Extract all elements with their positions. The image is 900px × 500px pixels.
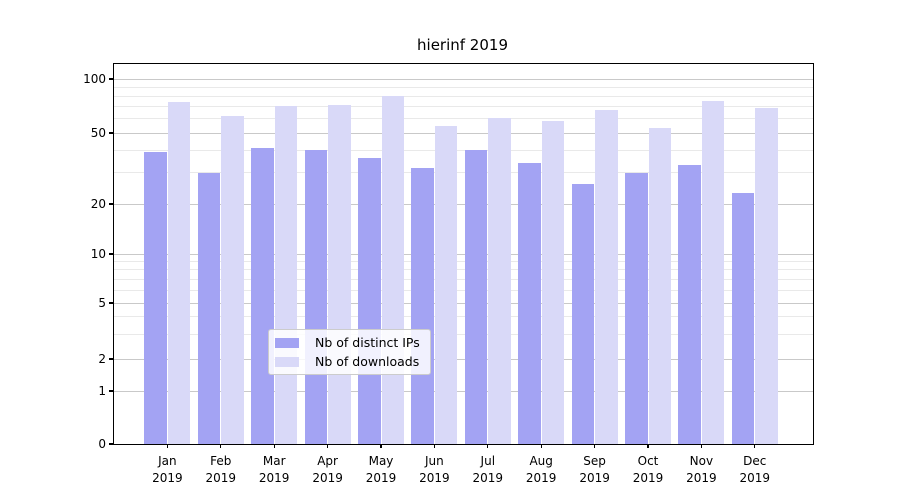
bar-downloads (167, 102, 191, 444)
y-axis-tick (109, 203, 113, 205)
bar-downloads (328, 104, 351, 444)
x-axis-tick-label: Apr 2019 (312, 454, 343, 485)
x-axis-tick-label: Nov 2019 (686, 454, 717, 485)
y-axis-tick-label: 2 (98, 352, 106, 366)
y-axis-tick-label: 0 (98, 437, 106, 451)
bar-distinct-ips (358, 158, 381, 444)
legend-item-downloads: Nb of downloads (275, 354, 420, 369)
y-axis-tick-label: 1 (98, 384, 106, 398)
bar-distinct-ips (197, 172, 221, 444)
bar-distinct-ips (518, 162, 541, 444)
x-axis-tick-label: Oct 2019 (632, 454, 664, 485)
gridline-minor (114, 106, 813, 108)
x-axis-tick (754, 444, 756, 448)
y-axis-tick (109, 358, 113, 360)
legend-label-distinct-ips: Nb of distinct IPs (315, 335, 420, 350)
bar-downloads (221, 116, 244, 444)
gridline-minor (114, 269, 813, 271)
legend-item-distinct-ips: Nb of distinct IPs (275, 335, 420, 350)
legend-label-downloads: Nb of downloads (315, 354, 420, 369)
bar-distinct-ips (731, 193, 755, 444)
x-axis-tick (540, 444, 542, 448)
bar-distinct-ips (411, 167, 434, 444)
gridline-major (114, 132, 813, 134)
legend-swatch-downloads (275, 356, 299, 367)
x-axis-tick (220, 444, 222, 448)
x-axis-tick-label: Mar 2019 (258, 454, 290, 485)
x-axis-tick-label: Feb 2019 (205, 454, 237, 485)
y-axis-tick-label: 10 (90, 247, 106, 261)
chart-title: hierinf 2019 (417, 36, 508, 54)
x-axis-tick-label: Sep 2019 (579, 454, 610, 485)
gridline-minor (114, 333, 813, 335)
gridline-minor (114, 118, 813, 120)
bar-distinct-ips (144, 152, 167, 444)
plot-area: 0 1 2 5 10 20 50 100 Jan 2019 Feb 2019 Mar 2019 Apr… (83, 63, 814, 485)
bar-downloads (274, 105, 298, 444)
gridline-major (114, 302, 813, 304)
x-axis-tick (327, 444, 329, 448)
bar-distinct-ips (304, 150, 328, 444)
bar-downloads (595, 110, 618, 444)
x-axis-tick-label: Dec 2019 (739, 454, 771, 485)
x-axis-tick (433, 444, 436, 448)
y-axis-tick (109, 390, 113, 392)
x-axis-tick-label: Jul 2019 (472, 454, 504, 485)
bar-distinct-ips (678, 165, 701, 444)
gridline-minor (114, 278, 813, 280)
bar-downloads (701, 101, 725, 444)
bar-downloads (541, 121, 565, 444)
x-axis-tick (380, 444, 382, 448)
gridline-minor (114, 95, 813, 97)
y-axis-tick (109, 253, 113, 255)
x-axis-tick (700, 444, 703, 448)
gridline-major (114, 253, 813, 255)
bar-downloads (755, 107, 778, 444)
x-axis-tick (273, 444, 275, 448)
gridline-minor (114, 289, 813, 291)
bar-downloads (381, 96, 404, 444)
x-axis-tick-label: May 2019 (365, 454, 397, 485)
bar-downloads (488, 117, 511, 444)
y-axis-tick (109, 302, 113, 304)
y-axis-tick (109, 132, 113, 134)
x-axis-tick-label: Jan 2019 (152, 454, 183, 485)
gridline-major (114, 358, 813, 360)
y-axis-tick-label: 50 (90, 126, 106, 140)
gridline-minor (114, 86, 813, 88)
gridline-minor (114, 149, 813, 151)
gridline-major (114, 203, 813, 205)
legend: Nb of distinct IPs Nb of downloads (268, 329, 431, 375)
y-axis-tick-label: 5 (98, 296, 106, 310)
x-axis-tick (487, 444, 489, 448)
bar-distinct-ips (571, 183, 595, 444)
y-axis-tick (109, 78, 113, 80)
bar-distinct-ips (625, 172, 648, 444)
x-axis-tick-label: Jun 2019 (419, 454, 450, 485)
gridline-minor (114, 260, 813, 262)
bar-distinct-ips (464, 150, 488, 444)
gridline-minor (114, 316, 813, 318)
x-axis-tick (647, 444, 649, 448)
bar-downloads (434, 125, 458, 444)
y-axis-tick (109, 443, 113, 445)
x-axis-tick-label: Aug 2019 (525, 454, 557, 485)
gridline-minor (114, 172, 813, 174)
bar-downloads (648, 128, 671, 444)
bar-distinct-ips (251, 148, 274, 444)
legend-swatch-distinct-ips (275, 337, 299, 348)
y-axis-tick-label: 100 (83, 72, 106, 86)
x-axis-tick (166, 444, 169, 448)
x-axis-tick (594, 444, 596, 448)
gridline-major (114, 78, 813, 80)
gridline-major (114, 390, 813, 392)
y-axis-tick-label: 20 (90, 197, 106, 211)
